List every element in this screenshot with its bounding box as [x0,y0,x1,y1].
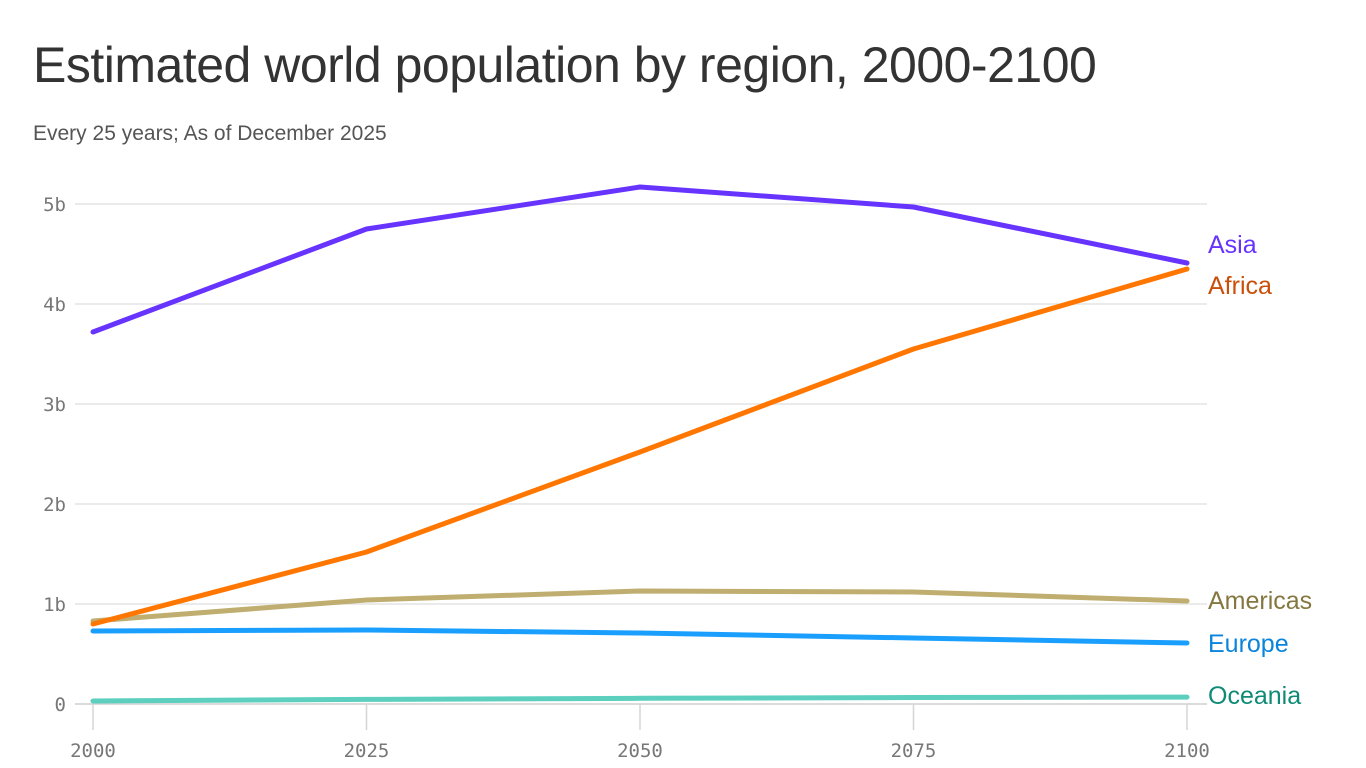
series-line-oceania [90,694,1190,704]
y-tick-label: 3b [43,394,66,416]
series-label-asia: Asia [1208,231,1257,259]
x-tick-label: 2000 [70,740,116,762]
series-line-americas [90,588,1190,624]
series-label-americas: Americas [1208,587,1312,615]
y-tick-label: 4b [43,294,66,316]
series-line-asia [90,184,1190,335]
chart-title: Estimated world population by region, 20… [33,37,1097,93]
x-tick-label: 2050 [617,740,663,762]
x-tick-label: 2025 [344,740,390,762]
series-label-africa: Africa [1208,272,1272,300]
chart-subtitle: Every 25 years; As of December 2025 [33,122,387,145]
x-tick-label: 2100 [1164,740,1210,762]
y-tick-label: 2b [43,494,66,516]
x-tick-label: 2075 [891,740,937,762]
series-line-africa [90,266,1190,627]
y-tick-label: 0 [55,694,66,716]
series-line-europe [90,627,1190,646]
series-label-oceania: Oceania [1208,682,1301,710]
y-tick-label: 5b [43,194,66,216]
series-label-europe: Europe [1208,630,1289,658]
y-tick-label: 1b [43,594,66,616]
